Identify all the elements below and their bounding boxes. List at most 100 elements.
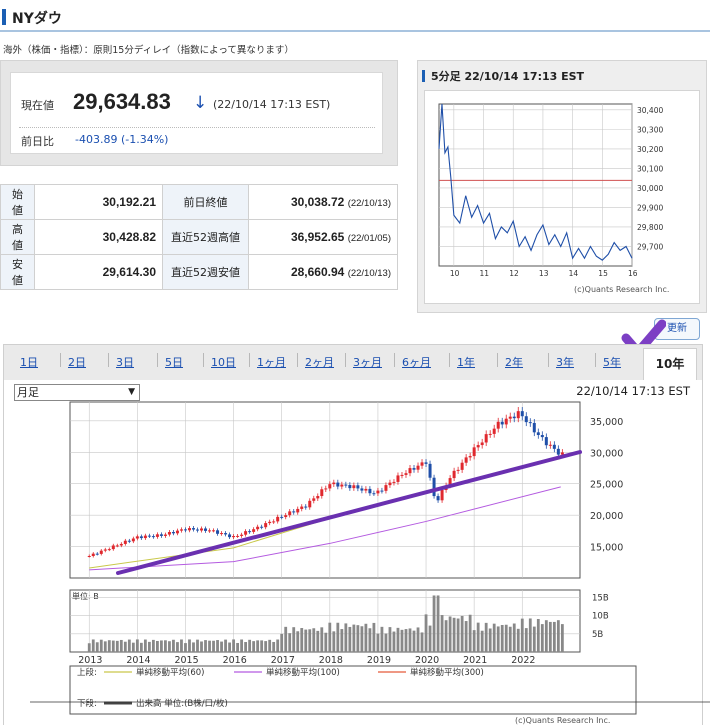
volume-bar [532, 626, 536, 652]
tab-1[interactable]: 2日 [68, 356, 86, 369]
intraday-price-line [438, 103, 633, 261]
candle-body [488, 433, 492, 435]
candle-body [328, 484, 332, 489]
volume-bar [552, 621, 556, 652]
interval-select-value: 月足 [17, 386, 39, 399]
candle-body [428, 463, 432, 478]
price-y-tick: 30,000 [590, 448, 623, 459]
intraday-plot-area [438, 103, 633, 267]
volume-bar [240, 639, 244, 652]
52w-low-cell: 28,660.94 (22/10/13) [248, 254, 398, 290]
intraday-x-tick: 16 [628, 269, 638, 278]
high-value: 30,428.82 [34, 219, 163, 255]
candle-body [276, 516, 280, 522]
tab-2[interactable]: 3日 [116, 356, 134, 369]
volume-bar [488, 628, 492, 652]
volume-bar [236, 642, 239, 652]
volume-bar [164, 640, 167, 652]
candle-body [103, 549, 107, 551]
volume-bar [508, 626, 512, 652]
candle-body [236, 535, 240, 537]
candle-body [556, 448, 560, 455]
volume-y-tick: 5B [592, 630, 603, 640]
tab-separator [157, 353, 158, 367]
volume-bar [396, 627, 400, 652]
intraday-x-tick: 12 [509, 269, 519, 278]
52w-high-value: 36,952.65 [290, 230, 345, 244]
volume-bar [500, 624, 504, 652]
main-credit: (c)Quants Research Inc. [515, 716, 610, 725]
volume-bar [440, 615, 444, 652]
tab-3[interactable]: 5日 [165, 356, 183, 369]
down-arrow-icon: ↓ [193, 93, 208, 113]
intraday-y-tick: 30,300 [637, 125, 663, 134]
table-row: 高値 30,428.82 直近52週高値 36,952.65 (22/01/05… [0, 219, 398, 255]
52w-low-value: 28,660.94 [290, 265, 345, 279]
tab-separator [249, 353, 250, 367]
tab-10y[interactable]: 10年 [643, 348, 697, 380]
trend-line-annotation [116, 450, 582, 575]
candle-body [472, 447, 476, 457]
volume-bar [448, 616, 452, 652]
52w-high-cell: 36,952.65 (22/01/05) [248, 219, 398, 255]
candle-body [183, 529, 187, 531]
tab-4[interactable]: 10日 [211, 356, 236, 369]
tab-9[interactable]: 1年 [457, 356, 475, 369]
volume-bar [464, 621, 468, 652]
candle-body [396, 475, 400, 482]
candle-body [484, 434, 488, 443]
volume-bar [428, 625, 432, 652]
volume-bar [280, 633, 284, 652]
open-label: 始値 [0, 184, 35, 220]
candle-body [91, 553, 95, 556]
tab-10[interactable]: 2年 [505, 356, 523, 369]
tab-7[interactable]: 3ヶ月 [353, 356, 382, 369]
candle-body [304, 506, 308, 508]
volume-bar [87, 643, 91, 652]
volume-bar [244, 642, 248, 652]
volume-bar [232, 639, 235, 652]
volume-bar [156, 641, 159, 652]
candle-body [204, 528, 208, 531]
volume-bar [192, 642, 195, 652]
interval-select[interactable]: 月足 ▼ [14, 384, 140, 401]
low-value: 29,614.30 [34, 254, 163, 290]
volume-bar [131, 642, 135, 652]
volume-bar [316, 630, 320, 652]
price-y-tick: 15,000 [590, 543, 623, 554]
volume-bar [560, 624, 564, 652]
intraday-x-tick: 14 [569, 269, 579, 278]
tab-6[interactable]: 2ヶ月 [305, 356, 334, 369]
candle-body [356, 485, 360, 489]
volume-bar [220, 641, 223, 652]
tab-8[interactable]: 6ヶ月 [402, 356, 431, 369]
x-axis-year-label: 2019 [367, 655, 391, 666]
candle-body [380, 490, 384, 492]
candle-body [344, 484, 348, 486]
candle-body [352, 485, 356, 489]
volume-bar [504, 624, 508, 652]
volume-bar [528, 618, 532, 652]
volume-bar [496, 626, 500, 652]
volume-bar [115, 640, 119, 652]
volume-bar [360, 626, 364, 652]
intraday-x-tick: 11 [480, 269, 490, 278]
volume-bar [512, 623, 516, 652]
candle-body [87, 556, 91, 557]
volume-bar [272, 641, 276, 652]
tab-11[interactable]: 3年 [556, 356, 574, 369]
candle-body [111, 545, 115, 550]
volume-bar [520, 618, 524, 652]
tab-0[interactable]: 1日 [20, 356, 38, 369]
tab-5[interactable]: 1ヶ月 [257, 356, 286, 369]
volume-bar [384, 633, 388, 652]
tab-12[interactable]: 5年 [603, 356, 621, 369]
intraday-y-tick: 30,100 [637, 164, 663, 173]
volume-bar [424, 614, 428, 652]
volume-bar [224, 639, 227, 652]
intraday-title-accent [422, 70, 425, 82]
volume-bar [99, 639, 103, 652]
intraday-chart: 30,400 30,300 30,200 30,100 30,000 29,900 29,8… [438, 103, 669, 294]
price-plot-area [69, 401, 581, 579]
volume-bar [264, 641, 268, 652]
